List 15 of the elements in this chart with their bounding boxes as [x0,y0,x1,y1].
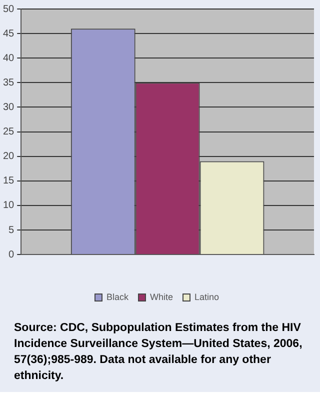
y-tick-label: 45 [3,28,15,40]
y-tick-label: 20 [3,151,15,162]
legend-label: Black [106,292,129,302]
y-tick-label: 40 [3,52,15,64]
y-tick-label: 15 [3,176,15,187]
source-note: Source: CDC, Subpopulation Estimates from the HIV Incidence Surveillance System—United States, 2006, 57(36);985-989. Data not available for any other ethnicity. [13,321,304,384]
y-tick-label: 50 [3,4,15,15]
legend-label: White [150,292,174,302]
y-tick-label: 10 [3,200,15,212]
y-tick-label: 5 [8,224,15,236]
y-tick-label: 35 [3,77,15,88]
legend-label: Latino [194,292,220,302]
y-tick-label: 25 [3,126,15,138]
y-tick-label: 30 [3,102,15,113]
y-tick-label: 0 [8,249,15,260]
